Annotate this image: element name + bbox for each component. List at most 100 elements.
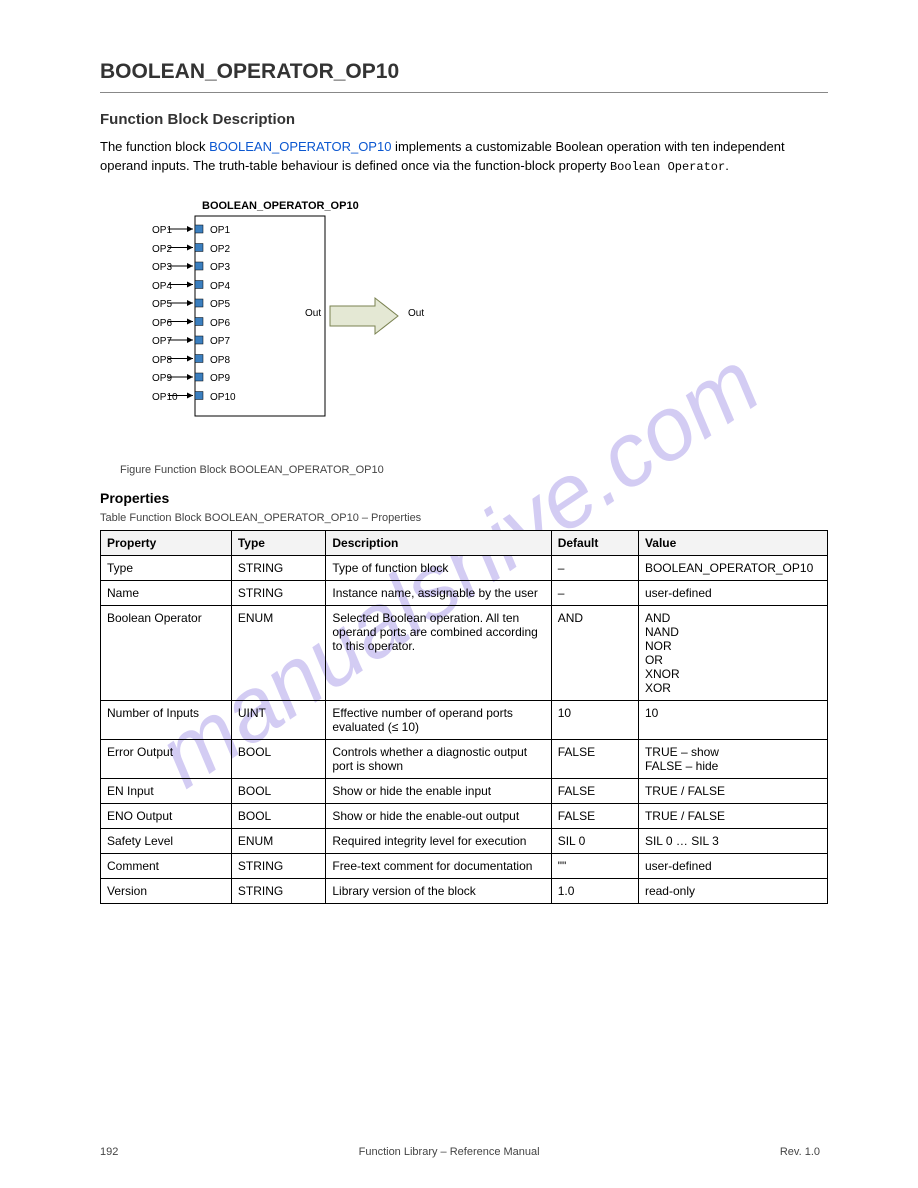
table-cell: SIL 0 … SIL 3	[638, 829, 827, 854]
port-label-outer: OP7	[152, 333, 178, 352]
table-header-cell: Type	[231, 531, 326, 556]
intro-link[interactable]: BOOLEAN_OPERATOR_OP10	[209, 139, 391, 154]
left-port-labels: OP1OP2OP3OP4OP5OP6OP7OP8OP9OP10	[152, 222, 178, 407]
table-cell: STRING	[231, 854, 326, 879]
table-cell: ENUM	[231, 606, 326, 701]
table-cell: Comment	[101, 854, 232, 879]
table-cell: Selected Boolean operation. All ten oper…	[326, 606, 551, 701]
table-cell: Controls whether a diagnostic output por…	[326, 740, 551, 779]
table-row: Number of InputsUINTEffective number of …	[101, 701, 828, 740]
table-cell: TRUE – showFALSE – hide	[638, 740, 827, 779]
properties-table: PropertyTypeDescriptionDefaultValue Type…	[100, 530, 828, 904]
table-cell: 10	[551, 701, 638, 740]
inside-port-labels: OP1OP2OP3OP4OP5OP6OP7OP8OP9OP10	[210, 222, 236, 407]
table-cell: user-defined	[638, 854, 827, 879]
table-cell: Type of function block	[326, 556, 551, 581]
table-row: VersionSTRINGLibrary version of the bloc…	[101, 879, 828, 904]
port-label-inner: OP6	[210, 315, 236, 334]
intro-prop-name: Boolean Operator	[610, 160, 725, 174]
page-footer: 192 Function Library – Reference Manual …	[100, 1146, 820, 1158]
out-label-left: Out	[305, 308, 321, 319]
port-label-outer: OP8	[152, 352, 178, 371]
table-cell: Safety Level	[101, 829, 232, 854]
page-content: BOOLEAN_OPERATOR_OP10 Function Block Des…	[0, 0, 918, 944]
table-cell: ENUM	[231, 829, 326, 854]
table-cell: ""	[551, 854, 638, 879]
table-cell: 10	[638, 701, 827, 740]
block-diagram: BOOLEAN_OPERATOR_OP10 OP1OP2OP3OP4OP5OP6…	[120, 194, 540, 454]
table-cell: Name	[101, 581, 232, 606]
table-cell: Free-text comment for documentation	[326, 854, 551, 879]
port-label-inner: OP7	[210, 333, 236, 352]
port-label-inner: OP1	[210, 222, 236, 241]
port-label-inner: OP4	[210, 278, 236, 297]
figure-caption: Figure Function Block BOOLEAN_OPERATOR_O…	[120, 464, 828, 476]
table-row: TypeSTRINGType of function block–BOOLEAN…	[101, 556, 828, 581]
port-label-outer: OP2	[152, 241, 178, 260]
table-row: ENO OutputBOOLShow or hide the enable-ou…	[101, 804, 828, 829]
table-cell: AND	[551, 606, 638, 701]
footer-rev: Rev. 1.0	[780, 1146, 820, 1158]
table-header-cell: Default	[551, 531, 638, 556]
table-cell: read-only	[638, 879, 827, 904]
section-heading: Function Block Description	[100, 111, 828, 128]
properties-heading: Properties	[100, 490, 828, 506]
out-label-right: Out	[408, 308, 424, 319]
table-header-cell: Property	[101, 531, 232, 556]
port-label-inner: OP8	[210, 352, 236, 371]
table-cell: Version	[101, 879, 232, 904]
table-cell: STRING	[231, 581, 326, 606]
table-cell: EN Input	[101, 779, 232, 804]
table-cell: –	[551, 581, 638, 606]
table-cell: 1.0	[551, 879, 638, 904]
table-cell: Library version of the block	[326, 879, 551, 904]
table-cell: Effective number of operand ports evalua…	[326, 701, 551, 740]
table-cell: Show or hide the enable input	[326, 779, 551, 804]
table-cell: BOOL	[231, 804, 326, 829]
table-row: Boolean OperatorENUMSelected Boolean ope…	[101, 606, 828, 701]
table-cell: FALSE	[551, 779, 638, 804]
table-cell: SIL 0	[551, 829, 638, 854]
footer-page: 192	[100, 1146, 118, 1158]
footer-doc: Function Library – Reference Manual	[359, 1146, 540, 1158]
port-label-outer: OP4	[152, 278, 178, 297]
table-cell: TRUE / FALSE	[638, 804, 827, 829]
table-cell: ANDNANDNORORXNORXOR	[638, 606, 827, 701]
table-cell: Instance name, assignable by the user	[326, 581, 551, 606]
table-cell: BOOL	[231, 779, 326, 804]
table-cell: UINT	[231, 701, 326, 740]
port-label-inner: OP3	[210, 259, 236, 278]
table-row: Safety LevelENUMRequired integrity level…	[101, 829, 828, 854]
table-cell: Show or hide the enable-out output	[326, 804, 551, 829]
port-label-inner: OP9	[210, 370, 236, 389]
diagram-title: BOOLEAN_OPERATOR_OP10	[202, 200, 359, 212]
table-cell: ENO Output	[101, 804, 232, 829]
table-cell: FALSE	[551, 804, 638, 829]
port-label-inner: OP10	[210, 389, 236, 408]
port-label-outer: OP6	[152, 315, 178, 334]
table-cell: FALSE	[551, 740, 638, 779]
table-row: Error OutputBOOLControls whether a diagn…	[101, 740, 828, 779]
intro-paragraph: The function block BOOLEAN_OPERATOR_OP10…	[100, 138, 828, 176]
intro-text-before: The function block	[100, 139, 209, 154]
port-label-outer: OP9	[152, 370, 178, 389]
table-cell: Boolean Operator	[101, 606, 232, 701]
table-cell: –	[551, 556, 638, 581]
table-header-cell: Value	[638, 531, 827, 556]
table-cell: Required integrity level for execution	[326, 829, 551, 854]
port-label-inner: OP2	[210, 241, 236, 260]
table-caption: Table Function Block BOOLEAN_OPERATOR_OP…	[100, 512, 828, 524]
port-label-inner: OP5	[210, 296, 236, 315]
page-title: BOOLEAN_OPERATOR_OP10	[100, 60, 828, 84]
port-label-outer: OP5	[152, 296, 178, 315]
table-cell: STRING	[231, 879, 326, 904]
port-label-outer: OP3	[152, 259, 178, 278]
port-label-outer: OP10	[152, 389, 178, 408]
table-cell: BOOLEAN_OPERATOR_OP10	[638, 556, 827, 581]
port-label-outer: OP1	[152, 222, 178, 241]
table-cell: user-defined	[638, 581, 827, 606]
diagram-svg	[120, 194, 540, 454]
table-cell: TRUE / FALSE	[638, 779, 827, 804]
title-divider	[100, 92, 828, 93]
table-row: NameSTRINGInstance name, assignable by t…	[101, 581, 828, 606]
